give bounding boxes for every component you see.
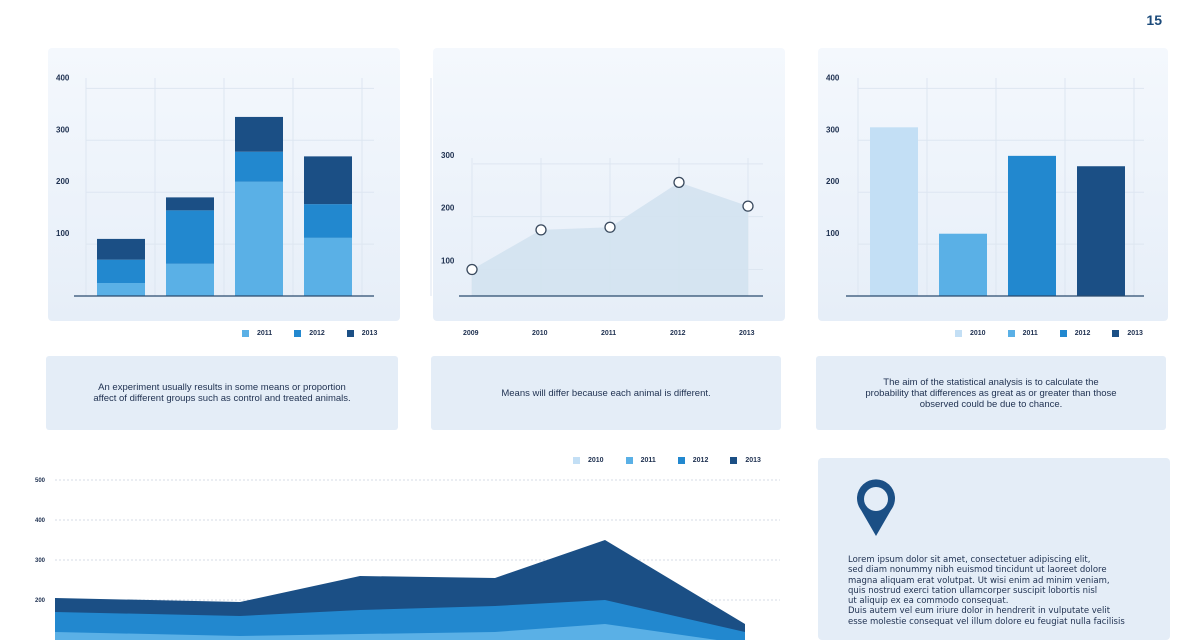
bar <box>1077 166 1125 296</box>
legend-swatch <box>1007 330 1015 337</box>
x-tick-label: 2010 <box>532 330 548 337</box>
chart4-legend: 2010 2011 2012 2013 <box>573 457 761 464</box>
legend-label: 2011 <box>1022 330 1038 337</box>
info-line: quis nostrud exerci tation ullamcorper s… <box>848 585 1098 596</box>
bar-segment <box>304 204 352 238</box>
area-series-2011 <box>55 624 717 640</box>
y-tick-label: 200 <box>35 598 46 604</box>
legend-label: 2013 <box>361 330 378 337</box>
x-tick-label: 2009 <box>463 330 479 337</box>
legend-item: 2012 <box>677 457 709 464</box>
y-tick-label: 400 <box>35 518 46 524</box>
y-tick-label: 500 <box>35 478 46 484</box>
legend-item: 2011 <box>625 457 656 464</box>
legend-item: 2010 <box>573 457 604 464</box>
legend-label: 2011 <box>640 457 656 464</box>
stacked-bar-chart: 100 200 300 400 <box>56 73 432 297</box>
legend-swatch <box>294 330 302 337</box>
data-point <box>535 224 547 236</box>
legend-label: 2010 <box>970 330 986 337</box>
bar <box>870 127 918 296</box>
x-tick-label: 2012 <box>670 330 686 337</box>
bar <box>1008 155 1056 296</box>
legend-item: 2013 <box>1112 330 1143 337</box>
bar-segment <box>97 283 145 296</box>
page-number: 15 <box>1146 12 1162 28</box>
y-tick-label: 300 <box>35 558 46 564</box>
info-line: esse molestie consequat vel illum dolore… <box>848 616 1125 627</box>
legend-label: 2010 <box>588 457 604 464</box>
y-tick-label: 400 <box>56 73 70 82</box>
legend-swatch <box>730 457 738 464</box>
legend-swatch <box>677 457 685 464</box>
legend-label: 2012 <box>309 330 325 337</box>
caption-1: An experiment usually results in some me… <box>46 356 398 430</box>
info-card-text: Lorem ipsum dolor sit amet, consectetuer… <box>848 555 1148 627</box>
legend-swatch <box>242 330 249 337</box>
caption-3: The aim of the statistical analysis is t… <box>816 356 1166 430</box>
data-point <box>673 176 685 188</box>
bar-segment <box>166 263 214 296</box>
legend-label: 2011 <box>257 330 273 337</box>
legend-item: 2012 <box>294 330 325 337</box>
bar-segment <box>304 156 352 205</box>
bar-segment <box>304 237 352 296</box>
area-line-chart: 100 200 300 <box>441 151 763 297</box>
legend-item: 2013 <box>346 330 378 337</box>
bar-segment <box>166 197 214 211</box>
bar-segment <box>235 181 283 296</box>
data-point <box>604 221 616 233</box>
y-tick-label: 400 <box>826 73 840 82</box>
chart3-legend: 2010 2011 2012 2013 <box>955 330 1143 337</box>
y-tick-label: 200 <box>826 177 840 186</box>
x-tick-label: 2011 <box>601 330 617 337</box>
legend-swatch <box>625 457 633 464</box>
legend-label: 2012 <box>692 457 709 464</box>
legend-label: 2012 <box>1074 330 1091 337</box>
area-fill <box>472 182 748 296</box>
info-line: Duis autem vel eum iriure dolor in hendr… <box>848 606 1111 617</box>
info-line: magna aliquam erat volutpat. Ut wisi eni… <box>848 575 1110 586</box>
location-pin-icon <box>857 479 895 536</box>
legend-swatch <box>1059 330 1067 337</box>
y-tick-label: 200 <box>56 177 70 186</box>
data-point <box>466 263 478 276</box>
bar-segment <box>166 210 214 264</box>
stacked-area-chart: 200 300 400 500 <box>35 478 780 640</box>
x-tick-label: 2013 <box>739 330 755 337</box>
y-tick-label: 200 <box>441 204 455 213</box>
bar-segment <box>235 151 283 182</box>
caption-2: Means will differ because each animal is… <box>431 356 781 430</box>
legend-label: 2013 <box>1127 330 1143 337</box>
y-tick-label: 100 <box>56 229 70 238</box>
legend-item: 2012 <box>1059 330 1091 337</box>
bar-chart: 100 200 300 400 <box>826 73 1144 297</box>
legend-item: 2010 <box>955 330 986 337</box>
y-tick-label: 100 <box>826 229 840 238</box>
bar-segment <box>97 238 145 260</box>
bar <box>939 233 987 296</box>
legend-label: 2013 <box>745 457 761 464</box>
bar-segment <box>235 116 283 152</box>
legend-swatch <box>1112 330 1120 337</box>
info-line: sed diam nonummy nibh euismod tincidunt … <box>848 565 1107 576</box>
y-tick-label: 300 <box>826 125 840 134</box>
info-line: ut aliquip ex ea commodo consequat. <box>848 596 1009 607</box>
y-tick-label: 100 <box>441 257 455 266</box>
legend-swatch <box>955 330 962 337</box>
y-tick-label: 300 <box>56 125 70 134</box>
legend-item: 2011 <box>1007 330 1038 337</box>
bar-segment <box>97 259 145 284</box>
legend-swatch <box>346 330 354 337</box>
chart1-legend: 2011 2012 2013 <box>242 330 377 337</box>
data-point <box>742 200 754 212</box>
legend-swatch <box>573 457 580 464</box>
y-tick-label: 300 <box>441 151 455 160</box>
legend-item: 2013 <box>730 457 761 464</box>
info-line: Lorem ipsum dolor sit amet, consectetuer… <box>848 555 1091 565</box>
legend-item: 2011 <box>242 330 272 337</box>
